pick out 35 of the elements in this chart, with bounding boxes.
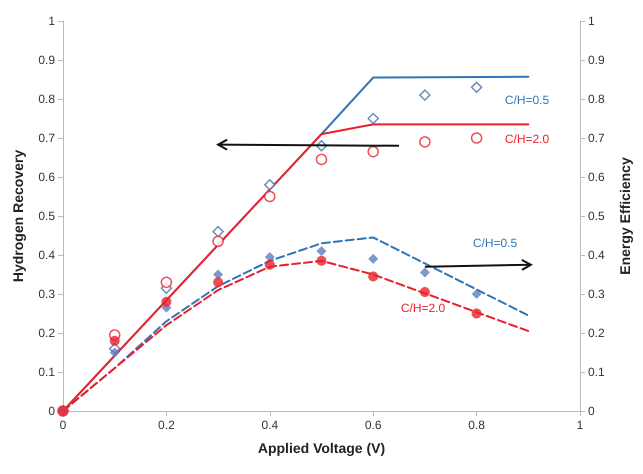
annotation: C/H=0.5: [472, 236, 518, 250]
x-tick-label: 0: [60, 418, 67, 432]
y-tick-label: 0.9: [38, 53, 56, 67]
annotation: C/H=2.0: [504, 132, 550, 146]
annotation: C/H=0.5: [504, 93, 550, 107]
y2-tick-label: 0.3: [588, 287, 606, 301]
y2-tick-label: 0.9: [588, 53, 606, 67]
y2-tick-label: 0.6: [588, 170, 606, 184]
y2-tick-label: 0.4: [588, 248, 606, 262]
y-tick-label: 0.8: [38, 92, 56, 106]
y2-tick-label: 0: [588, 404, 595, 418]
x-tick-label: 0.2: [158, 418, 176, 432]
x-tick-label: 0.6: [364, 418, 382, 432]
y-tick-label: 0.6: [38, 170, 56, 184]
x-tick-label: 1: [576, 418, 584, 432]
y-tick-label: 0.3: [38, 287, 56, 301]
x-tick-label: 0.4: [261, 418, 278, 432]
y-tick-label: 0.5: [38, 209, 56, 223]
y-tick-label: 0.2: [38, 326, 56, 340]
y-axis-title: Hydrogen Recovery: [10, 150, 26, 282]
y-tick-label: 0.4: [38, 248, 56, 262]
x-axis-title: Applied Voltage (V): [258, 440, 386, 456]
y-tick-label: 0.1: [38, 365, 56, 379]
y2-tick-label: 0.5: [588, 209, 606, 223]
y2-tick-label: 0.7: [588, 131, 606, 145]
y-tick-label: 0.7: [38, 131, 56, 145]
y2-axis-title: Energy Efficiency: [617, 157, 633, 275]
y2-tick-label: 0.8: [588, 92, 606, 106]
y2-tick-label: 1: [588, 14, 595, 28]
annotation: C/H=2.0: [400, 301, 446, 315]
y2-tick-label: 0.1: [588, 365, 606, 379]
y-tick-label: 1: [48, 14, 56, 28]
x-tick-label: 0.8: [468, 418, 486, 432]
y-tick-label: 0: [48, 404, 56, 418]
y2-tick-label: 0.2: [588, 326, 606, 340]
